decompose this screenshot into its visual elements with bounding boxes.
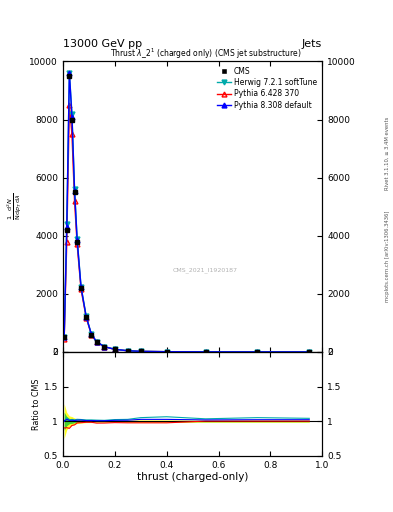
- Y-axis label: $\frac{1}{\mathrm{N}} \frac{\mathrm{d}^2N}{\mathrm{d}p_T\,\mathrm{d}\lambda}$: $\frac{1}{\mathrm{N}} \frac{\mathrm{d}^2…: [6, 193, 24, 220]
- Y-axis label: Ratio to CMS: Ratio to CMS: [32, 378, 41, 430]
- Text: 13000 GeV pp: 13000 GeV pp: [63, 38, 142, 49]
- Text: CMS_2021_I1920187: CMS_2021_I1920187: [173, 268, 238, 273]
- Text: Thrust $\lambda\_2^1$ (charged only) (CMS jet substructure): Thrust $\lambda\_2^1$ (charged only) (CM…: [110, 47, 301, 61]
- Text: Jets: Jets: [302, 38, 322, 49]
- X-axis label: thrust (charged-only): thrust (charged-only): [137, 472, 248, 482]
- Legend: CMS, Herwig 7.2.1 softTune, Pythia 6.428 370, Pythia 8.308 default: CMS, Herwig 7.2.1 softTune, Pythia 6.428…: [215, 65, 318, 111]
- Text: mcplots.cern.ch [arXiv:1306.3436]: mcplots.cern.ch [arXiv:1306.3436]: [385, 210, 389, 302]
- Text: Rivet 3.1.10, ≥ 3.4M events: Rivet 3.1.10, ≥ 3.4M events: [385, 117, 389, 190]
